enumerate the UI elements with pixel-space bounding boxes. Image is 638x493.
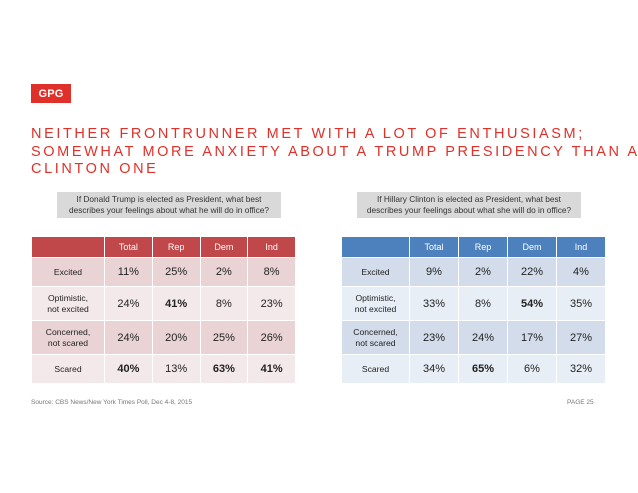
value-cell: 8% (199, 286, 249, 321)
table-row: Excited 9% 2% 22% 4% (341, 257, 606, 287)
value-cell: 17% (507, 320, 557, 355)
value-cell: 54% (507, 286, 557, 321)
row-label: Excited (341, 257, 410, 287)
header-cell: Dem (507, 236, 557, 258)
value-cell: 8% (247, 257, 296, 287)
value-cell: 4% (556, 257, 606, 287)
value-cell: 41% (247, 354, 296, 384)
value-cell: 23% (247, 286, 296, 321)
header-cell (31, 236, 105, 258)
row-label: Scared (31, 354, 105, 384)
value-cell: 41% (151, 286, 201, 321)
table-row: Scared 40% 13% 63% 41% (31, 354, 296, 384)
trump-results-table: Total Rep Dem Ind Excited 11% 25% 2% 8% … (31, 236, 296, 384)
value-cell: 11% (104, 257, 153, 287)
table-header-row: Total Rep Dem Ind (31, 236, 296, 258)
value-cell: 40% (104, 354, 153, 384)
row-label: Concerned, not scared (341, 320, 410, 355)
header-cell: Dem (199, 236, 249, 258)
value-cell: 22% (507, 257, 557, 287)
value-cell: 8% (458, 286, 508, 321)
row-label: Concerned, not scared (31, 320, 105, 355)
trump-question-box: If Donald Trump is elected as President,… (57, 192, 281, 218)
value-cell: 25% (199, 320, 249, 355)
gpg-logo: GPG (31, 84, 71, 103)
table-row: Optimistic, not excited 33% 8% 54% 35% (341, 286, 606, 321)
question-line: describes your feelings about what he wi… (68, 205, 269, 215)
header-cell: Rep (151, 236, 201, 258)
source-note: Source: CBS News/New York Times Poll, De… (31, 399, 193, 406)
table-row: Scared 34% 65% 6% 32% (341, 354, 606, 384)
title-line: SOMEWHAT MORE ANXIETY ABOUT A TRUMP PRES… (31, 143, 638, 160)
value-cell: 65% (458, 354, 508, 384)
row-label: Optimistic, not excited (341, 286, 410, 321)
value-cell: 27% (556, 320, 606, 355)
table-row: Concerned, not scared 24% 20% 25% 26% (31, 320, 296, 355)
value-cell: 33% (409, 286, 459, 321)
value-cell: 25% (151, 257, 201, 287)
slide-title: NEITHER FRONTRUNNER MET WITH A LOT OF EN… (31, 126, 638, 179)
value-cell: 32% (556, 354, 606, 384)
row-label: Optimistic, not excited (31, 286, 105, 321)
value-cell: 6% (507, 354, 557, 384)
header-cell (341, 236, 410, 258)
value-cell: 35% (556, 286, 606, 321)
question-line: If Donald Trump is elected as President,… (76, 194, 262, 204)
value-cell: 24% (104, 320, 153, 355)
value-cell: 23% (409, 320, 459, 355)
title-line: CLINTON ONE (31, 161, 159, 177)
value-cell: 9% (409, 257, 459, 287)
row-label: Scared (341, 354, 410, 384)
header-cell: Ind (247, 236, 296, 258)
value-cell: 2% (458, 257, 508, 287)
value-cell: 2% (199, 257, 249, 287)
table-row: Optimistic, not excited 24% 41% 8% 23% (31, 286, 296, 321)
table-header-row: Total Rep Dem Ind (341, 236, 606, 258)
header-cell: Total (409, 236, 459, 258)
clinton-results-table: Total Rep Dem Ind Excited 9% 2% 22% 4% O… (341, 236, 606, 384)
table-row: Excited 11% 25% 2% 8% (31, 257, 296, 287)
question-line: If Hillary Clinton is elected as Preside… (376, 194, 561, 204)
value-cell: 13% (151, 354, 201, 384)
clinton-question-box: If Hillary Clinton is elected as Preside… (357, 192, 581, 218)
table-row: Concerned, not scared 23% 24% 17% 27% (341, 320, 606, 355)
value-cell: 63% (199, 354, 249, 384)
value-cell: 20% (151, 320, 201, 355)
header-cell: Ind (556, 236, 606, 258)
header-cell: Total (104, 236, 153, 258)
row-label: Excited (31, 257, 105, 287)
page-number: PAGE 25 (567, 399, 594, 406)
question-line: describes your feelings about what she w… (366, 205, 572, 215)
value-cell: 34% (409, 354, 459, 384)
value-cell: 24% (104, 286, 153, 321)
value-cell: 24% (458, 320, 508, 355)
title-line: NEITHER FRONTRUNNER MET WITH A LOT OF EN… (31, 126, 585, 142)
header-cell: Rep (458, 236, 508, 258)
value-cell: 26% (247, 320, 296, 355)
